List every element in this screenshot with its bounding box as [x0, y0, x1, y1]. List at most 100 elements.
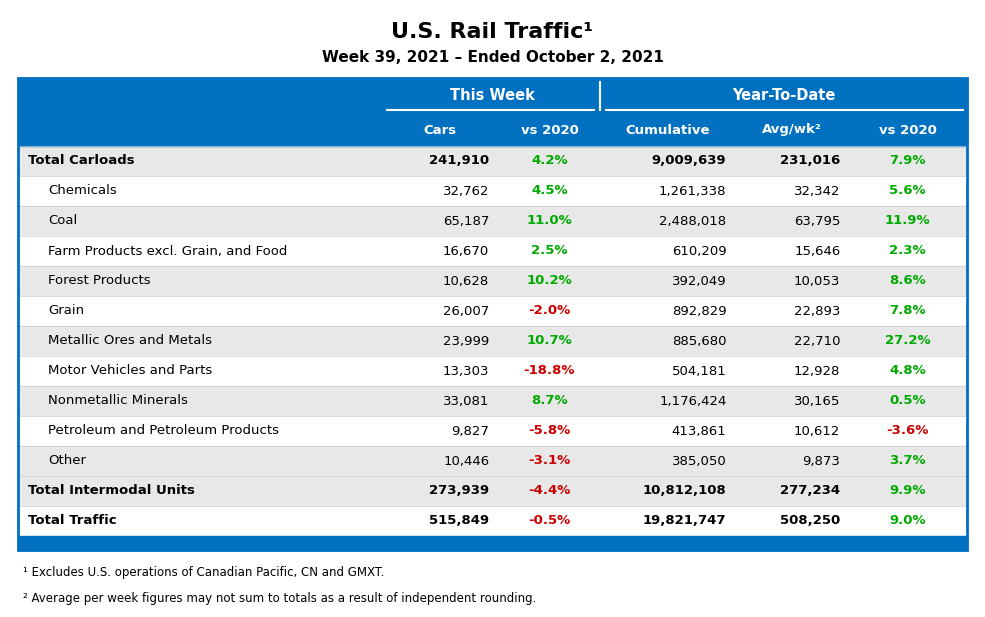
Text: Other: Other [48, 455, 86, 468]
Text: Petroleum and Petroleum Products: Petroleum and Petroleum Products [48, 424, 279, 437]
Bar [18, 78, 967, 114]
Text: 392,049: 392,049 [672, 275, 727, 288]
Bar [18, 506, 967, 536]
Text: Coal: Coal [48, 215, 77, 228]
Text: 63,795: 63,795 [794, 215, 840, 228]
Bar [18, 114, 967, 146]
Text: 33,081: 33,081 [443, 394, 490, 407]
Bar [18, 536, 967, 550]
Text: 241,910: 241,910 [429, 154, 490, 167]
Text: 30,165: 30,165 [794, 394, 840, 407]
Text: 2.5%: 2.5% [531, 244, 567, 257]
Text: 504,181: 504,181 [672, 365, 727, 378]
Text: Total Intermodal Units: Total Intermodal Units [28, 484, 195, 497]
Text: 11.0%: 11.0% [527, 215, 572, 228]
Text: 9,873: 9,873 [803, 455, 840, 468]
Text: -5.8%: -5.8% [528, 424, 570, 437]
Text: 22,710: 22,710 [794, 334, 840, 347]
Text: vs 2020: vs 2020 [879, 123, 937, 136]
Text: 27.2%: 27.2% [885, 334, 931, 347]
Text: Total Traffic: Total Traffic [28, 515, 116, 528]
Text: 892,829: 892,829 [672, 305, 727, 318]
Bar [18, 176, 967, 206]
Text: 8.7%: 8.7% [531, 394, 567, 407]
Text: Farm Products excl. Grain, and Food: Farm Products excl. Grain, and Food [48, 244, 288, 257]
Text: 32,762: 32,762 [442, 184, 490, 197]
Text: 508,250: 508,250 [780, 515, 840, 528]
Text: Motor Vehicles and Parts: Motor Vehicles and Parts [48, 365, 212, 378]
Bar [18, 78, 967, 550]
Text: 23,999: 23,999 [443, 334, 490, 347]
Text: -2.0%: -2.0% [528, 305, 570, 318]
Bar [18, 416, 967, 446]
Text: 26,007: 26,007 [443, 305, 490, 318]
Bar [18, 356, 967, 386]
Text: vs 2020: vs 2020 [520, 123, 578, 136]
Text: 4.5%: 4.5% [531, 184, 567, 197]
Text: -3.6%: -3.6% [886, 424, 929, 437]
Text: 10,053: 10,053 [794, 275, 840, 288]
Text: -0.5%: -0.5% [528, 515, 570, 528]
Bar [18, 236, 967, 266]
Text: 11.9%: 11.9% [885, 215, 931, 228]
Bar [18, 386, 967, 416]
Text: 7.9%: 7.9% [889, 154, 926, 167]
Text: 15,646: 15,646 [794, 244, 840, 257]
Text: -18.8%: -18.8% [524, 365, 575, 378]
Text: 12,928: 12,928 [794, 365, 840, 378]
Text: 885,680: 885,680 [672, 334, 727, 347]
Text: 0.5%: 0.5% [889, 394, 926, 407]
Text: Nonmetallic Minerals: Nonmetallic Minerals [48, 394, 188, 407]
Text: Metallic Ores and Metals: Metallic Ores and Metals [48, 334, 212, 347]
Text: 231,016: 231,016 [780, 154, 840, 167]
Text: Cars: Cars [424, 123, 457, 136]
Text: 10,612: 10,612 [794, 424, 840, 437]
Text: Chemicals: Chemicals [48, 184, 117, 197]
Text: 4.2%: 4.2% [531, 154, 567, 167]
Text: 22,893: 22,893 [794, 305, 840, 318]
Text: 10,812,108: 10,812,108 [643, 484, 727, 497]
Text: U.S. Rail Traffic¹: U.S. Rail Traffic¹ [391, 22, 594, 42]
Text: 32,342: 32,342 [794, 184, 840, 197]
Text: 9.9%: 9.9% [889, 484, 926, 497]
Text: Forest Products: Forest Products [48, 275, 151, 288]
Text: 515,849: 515,849 [429, 515, 490, 528]
Text: 8.6%: 8.6% [889, 275, 926, 288]
Text: ² Average per week figures may not sum to totals as a result of independent roun: ² Average per week figures may not sum t… [23, 592, 537, 605]
Text: Week 39, 2021 – Ended October 2, 2021: Week 39, 2021 – Ended October 2, 2021 [321, 50, 664, 65]
Text: 9,009,639: 9,009,639 [652, 154, 727, 167]
Text: 1,176,424: 1,176,424 [659, 394, 727, 407]
Bar [18, 326, 967, 356]
Text: This Week: This Week [450, 88, 535, 104]
Text: 273,939: 273,939 [429, 484, 490, 497]
Bar [18, 446, 967, 476]
Text: 2.3%: 2.3% [889, 244, 926, 257]
Text: 413,861: 413,861 [672, 424, 727, 437]
Text: ¹ Excludes U.S. operations of Canadian Pacific, CN and GMXT.: ¹ Excludes U.S. operations of Canadian P… [23, 566, 384, 579]
Text: -4.4%: -4.4% [528, 484, 570, 497]
Text: -3.1%: -3.1% [528, 455, 570, 468]
Bar [18, 476, 967, 506]
Text: 10.7%: 10.7% [527, 334, 572, 347]
Text: Year-To-Date: Year-To-Date [733, 88, 836, 104]
Text: 3.7%: 3.7% [889, 455, 926, 468]
Text: 2,488,018: 2,488,018 [659, 215, 727, 228]
Text: 19,821,747: 19,821,747 [643, 515, 727, 528]
Text: 9.0%: 9.0% [889, 515, 926, 528]
Text: 10.2%: 10.2% [527, 275, 572, 288]
Text: 10,628: 10,628 [443, 275, 490, 288]
Bar [18, 206, 967, 236]
Text: 385,050: 385,050 [672, 455, 727, 468]
Text: 1,261,338: 1,261,338 [659, 184, 727, 197]
Text: 9,827: 9,827 [451, 424, 490, 437]
Text: Total Carloads: Total Carloads [28, 154, 135, 167]
Text: 4.8%: 4.8% [889, 365, 926, 378]
Text: 5.6%: 5.6% [889, 184, 926, 197]
Bar [18, 146, 967, 176]
Text: 65,187: 65,187 [443, 215, 490, 228]
Text: 13,303: 13,303 [442, 365, 490, 378]
Text: Avg/wk²: Avg/wk² [761, 123, 821, 136]
Text: Cumulative: Cumulative [625, 123, 710, 136]
Text: 277,234: 277,234 [780, 484, 840, 497]
Text: 7.8%: 7.8% [889, 305, 926, 318]
